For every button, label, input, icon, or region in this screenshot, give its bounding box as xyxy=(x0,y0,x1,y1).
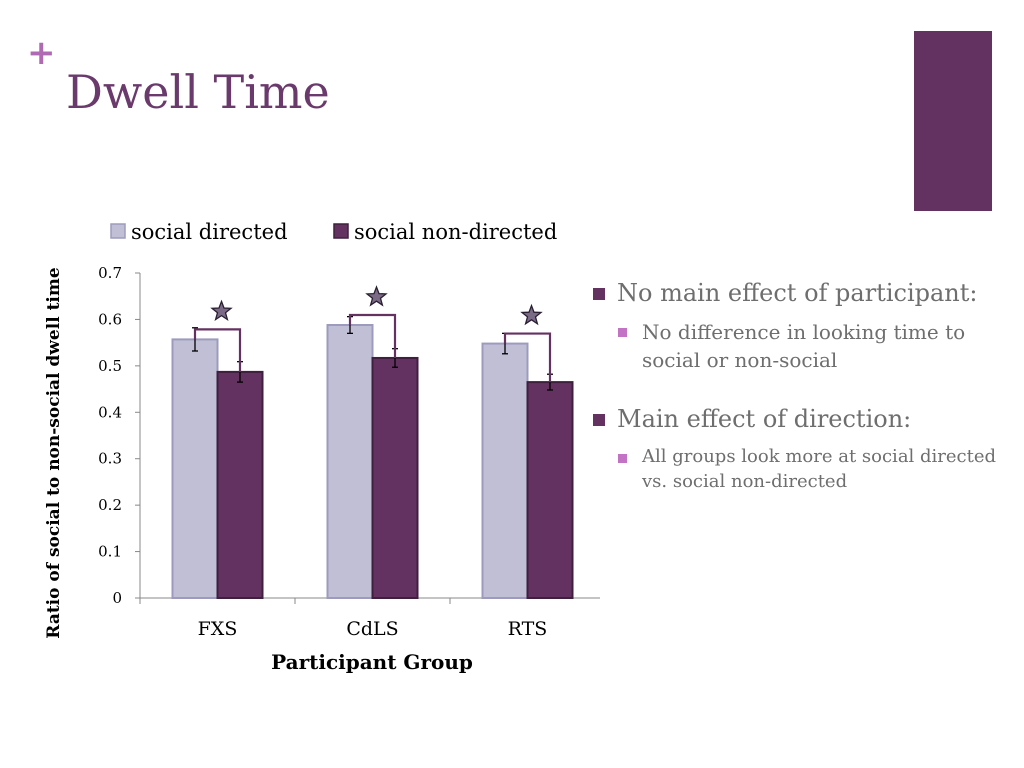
significance-star-icon xyxy=(365,285,388,307)
x-axis-title: Participant Group xyxy=(271,650,473,674)
legend-swatch-social-non-directed xyxy=(333,223,349,239)
x-tick-label: FXS xyxy=(198,618,238,640)
bullet-main-effect-participant: No main effect of participant: xyxy=(593,278,1013,308)
legend-label-social-non-directed: social non-directed xyxy=(354,220,557,244)
plus-decoration: + xyxy=(27,33,56,73)
legend-label-social-directed: social directed xyxy=(131,220,288,244)
sub-bullet-marker xyxy=(618,328,627,337)
bar-social-directed-fxs xyxy=(171,338,219,599)
significance-star-icon xyxy=(520,303,543,326)
y-tick-label: 0.2 xyxy=(98,496,122,514)
significance-bracket xyxy=(348,313,397,358)
y-tick-label: 0.4 xyxy=(98,403,122,421)
y-tick-label: 0.3 xyxy=(98,450,122,468)
bar-social-non-directed-cdls xyxy=(371,356,419,599)
y-tick-label: 0.5 xyxy=(98,357,122,375)
significance-bracket xyxy=(193,328,242,372)
x-tick-label: RTS xyxy=(508,618,548,640)
chart-legend: social directed social non-directed xyxy=(110,220,557,244)
bar-social-directed-cdls xyxy=(326,324,374,599)
sub-bullet-no-difference: No difference in looking time to social … xyxy=(593,318,1013,374)
y-axis-title: Ratio of social to non-social dwell time xyxy=(44,267,64,639)
y-tick-label: 0.6 xyxy=(98,310,122,328)
bullet-text: Main effect of direction: xyxy=(617,405,912,433)
legend-swatch-social-directed xyxy=(110,223,126,239)
bar-social-non-directed-rts xyxy=(526,381,574,599)
bar-social-non-directed-fxs xyxy=(216,370,264,599)
y-tick-label: 0 xyxy=(112,589,122,607)
significance-bracket xyxy=(503,332,552,383)
significance-star-icon xyxy=(210,299,233,322)
bullet-main-effect-direction: Main effect of direction: xyxy=(593,404,1013,434)
y-tick-label: 0.7 xyxy=(98,264,122,282)
sub-bullet-all-groups: All groups look more at social directed … xyxy=(593,444,1013,494)
bar-chart: social directed social non-directed 0 0.1… xyxy=(44,220,600,674)
sub-bullet-text: No difference in looking time to social … xyxy=(642,320,966,372)
y-tick-label: 0.1 xyxy=(98,543,122,561)
sub-bullet-text: All groups look more at social directed … xyxy=(642,446,997,492)
bullet-marker xyxy=(593,288,605,300)
accent-block xyxy=(914,31,992,211)
bullet-text: No main effect of participant: xyxy=(617,279,978,307)
bullet-list: No main effect of participant: No differ… xyxy=(593,278,1013,494)
x-tick-label: CdLS xyxy=(346,618,398,640)
bullet-marker xyxy=(593,414,605,426)
sub-bullet-marker xyxy=(618,454,627,463)
page-title: Dwell Time xyxy=(66,65,330,119)
bar-social-directed-rts xyxy=(481,342,529,599)
